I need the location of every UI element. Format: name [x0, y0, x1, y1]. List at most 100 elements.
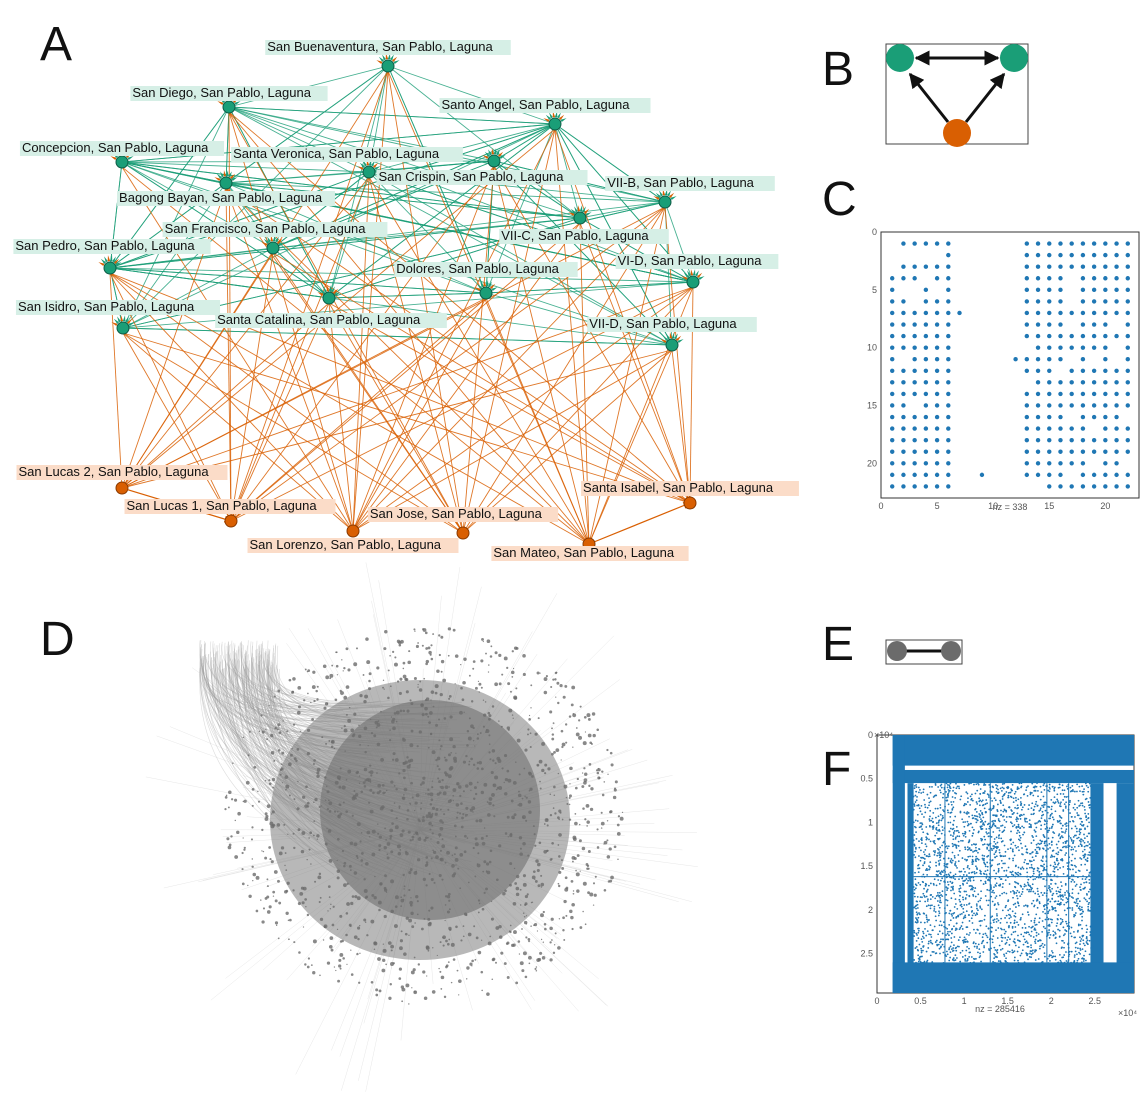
matrix-f-dot [1063, 909, 1066, 912]
matrix-f-dot [1038, 873, 1041, 876]
matrix-c-dot [1035, 264, 1041, 269]
matrix-f-dot [1027, 785, 1029, 788]
matrix-c-dot [1125, 310, 1130, 316]
hairball-node [515, 646, 519, 650]
matrix-f-dot [960, 903, 963, 906]
matrix-f-dot [1020, 808, 1023, 811]
matrix-f-dot [922, 788, 925, 791]
matrix-f-dot [1001, 840, 1004, 842]
edge-arrowhead [655, 192, 662, 199]
matrix-f-dot [959, 798, 962, 801]
matrix-f-dot [1071, 965, 1074, 968]
matrix-f-dot [949, 871, 952, 874]
hairball-node [572, 746, 574, 748]
hairball-node [563, 899, 567, 904]
matrix-f-dot [1074, 902, 1077, 904]
matrix-f-dot [937, 821, 940, 824]
matrix-f-dot [916, 895, 919, 898]
matrix-f-dot [1076, 830, 1078, 833]
hairball-node [458, 785, 462, 789]
matrix-f-dot [950, 803, 953, 806]
hairball-node [336, 837, 340, 841]
matrix-c-dot [946, 380, 951, 385]
hairball-node [609, 810, 612, 814]
matrix-f-dot [1012, 859, 1014, 862]
edge-arrowhead [382, 54, 386, 61]
matrix-f-dot [1048, 786, 1051, 789]
matrix-c-dot [912, 333, 917, 339]
hairball-node [446, 850, 450, 855]
hairball-node [440, 635, 444, 639]
hairball-node [454, 846, 458, 850]
matrix-c-dot [901, 484, 906, 489]
edge-arrowhead [485, 280, 489, 287]
matrix-f-dot [1056, 886, 1059, 889]
network-edge-orange [228, 111, 691, 504]
matrix-f-dot [1008, 857, 1011, 860]
matrix-f-dot [927, 919, 930, 921]
hairball-node [403, 888, 405, 890]
matrix-c-dot [1080, 241, 1086, 246]
matrix-f-dot [916, 919, 919, 921]
hairball-node [330, 903, 332, 906]
hairball-node [419, 807, 422, 810]
hairball-node [460, 802, 463, 805]
hairball-node [562, 929, 565, 932]
matrix-f-dot [929, 939, 932, 942]
hairball-node [320, 805, 323, 807]
matrix-f-dot [945, 796, 948, 799]
matrix-c-dot [946, 391, 951, 397]
matrix-c-dot [1080, 472, 1086, 478]
edge-arrowhead [214, 177, 221, 181]
node-label: Santo Angel, San Pablo, Laguna [442, 97, 631, 112]
hairball-node [358, 782, 361, 785]
hairball-node [402, 737, 405, 740]
matrix-f-dot [1037, 795, 1039, 798]
matrix-f-dot [996, 918, 998, 920]
matrix-f-dot [1027, 911, 1029, 914]
hairball-node [491, 705, 495, 708]
matrix-f-dot [1040, 964, 1042, 966]
matrix-f-dot [917, 864, 919, 867]
edge-arrowhead [497, 151, 504, 158]
network-node-g7 [219, 176, 233, 190]
matrix-c-dot [1080, 333, 1086, 339]
matrix-f-dot [958, 835, 961, 838]
hairball-node [384, 827, 387, 830]
hairball-node [424, 706, 428, 711]
hairball-node [574, 813, 577, 815]
matrix-f-dot [993, 869, 995, 872]
matrix-f-dot [1009, 908, 1011, 910]
matrix-f-dot [1020, 952, 1023, 955]
matrix-f-dot [1019, 815, 1021, 818]
hairball-node [352, 733, 356, 736]
hairball-node [381, 968, 386, 973]
hairball-node [564, 887, 569, 892]
matrix-f-dot [963, 890, 966, 893]
matrix-f-dot [1003, 794, 1006, 796]
matrix-f-dot [966, 957, 969, 960]
edge-arrowhead [482, 155, 489, 159]
matrix-f-dot [951, 887, 954, 889]
matrix-f-dot [978, 948, 981, 951]
hairball-node [376, 791, 380, 795]
network-node-g0 [381, 59, 395, 73]
matrix-f-dot [1031, 791, 1033, 794]
matrix-f-dot [997, 870, 1000, 873]
edge-arrowhead [393, 60, 400, 64]
matrix-f-dot [929, 898, 932, 901]
hairball-node [403, 787, 408, 792]
matrix-f-dot [1030, 825, 1032, 827]
matrix-f-dot [982, 951, 985, 953]
matrix-f-dot [1080, 883, 1082, 886]
matrix-f-dot [1013, 959, 1016, 962]
hairball-node [295, 759, 298, 762]
hairball-node [551, 752, 554, 756]
matrix-f-dot [941, 826, 944, 828]
matrix-f-dot [1084, 782, 1087, 785]
hairball-node [521, 928, 523, 930]
matrix-f-dot [1011, 925, 1014, 928]
hairball-node [334, 780, 339, 785]
hairball-node [540, 886, 543, 888]
hairball-node [407, 830, 411, 834]
